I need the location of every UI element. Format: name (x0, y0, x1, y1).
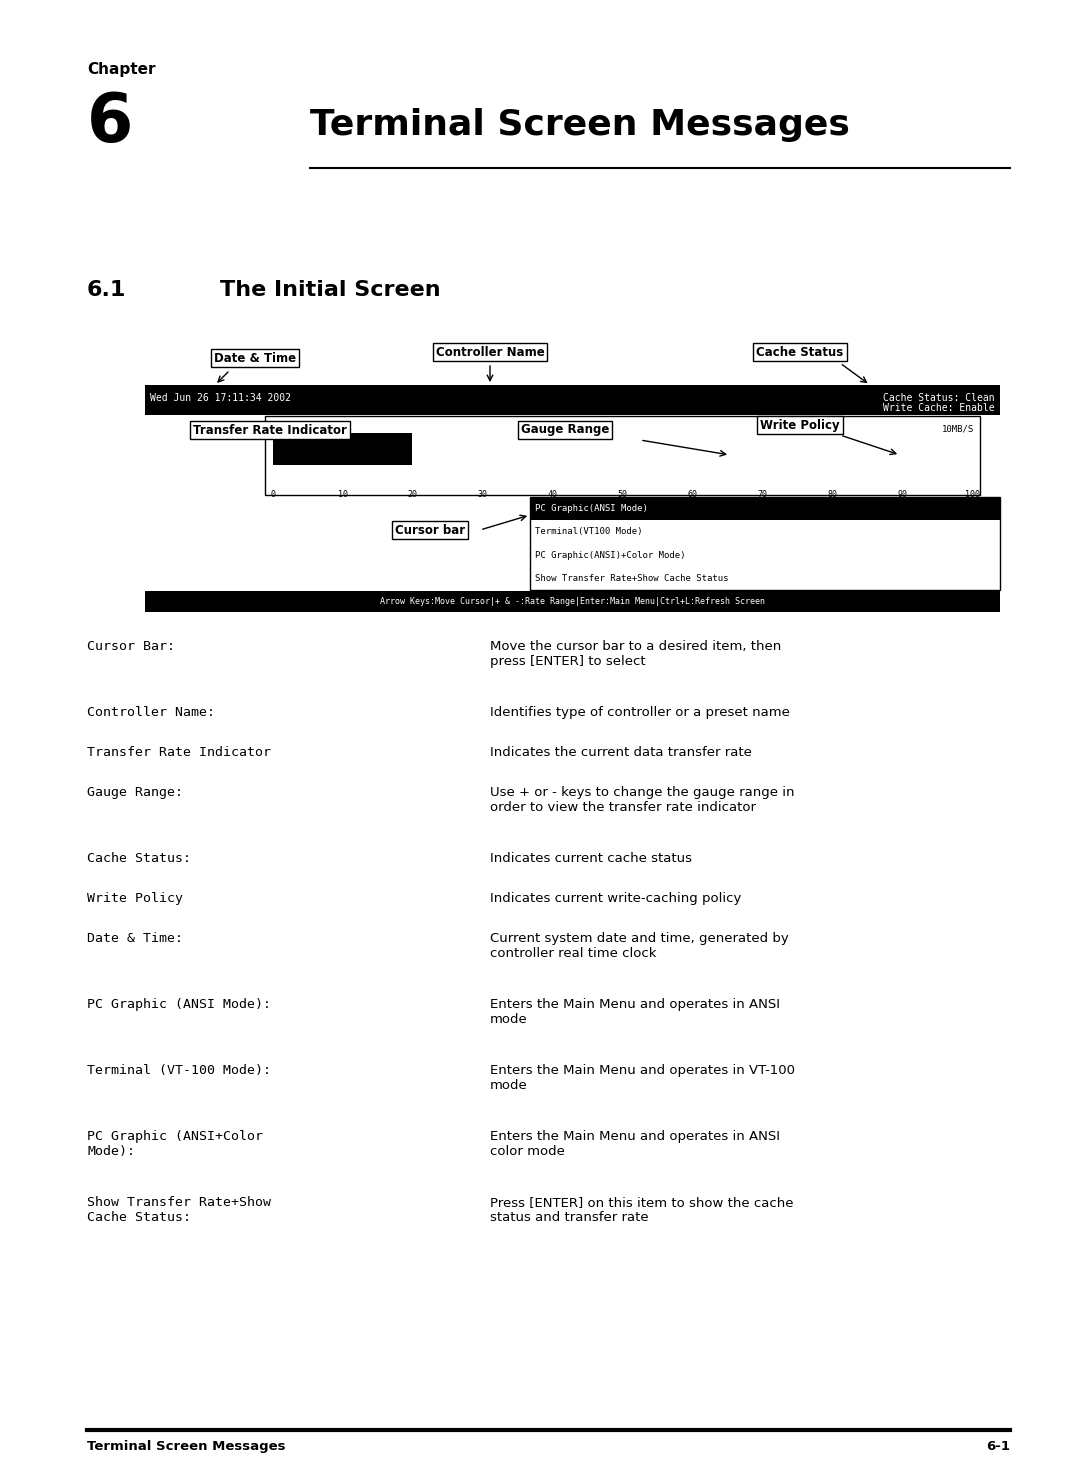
Text: 0: 0 (273, 425, 279, 434)
Text: 10MB/S: 10MB/S (942, 425, 974, 434)
Text: Current system date and time, generated by
controller real time clock: Current system date and time, generated … (490, 931, 788, 959)
Text: Write Cache: Enable: Write Cache: Enable (883, 403, 995, 413)
Text: Transfer Rate Indicator: Transfer Rate Indicator (193, 424, 347, 437)
Text: 20: 20 (408, 490, 418, 499)
Text: Gauge Range: Gauge Range (521, 424, 609, 437)
Text: Date & Time: Date & Time (214, 351, 296, 365)
Text: Write Policy: Write Policy (87, 892, 183, 905)
Text: 60: 60 (687, 490, 698, 499)
Text: Cursor Bar:: Cursor Bar: (87, 641, 175, 652)
Text: Enters the Main Menu and operates in ANSI
mode: Enters the Main Menu and operates in ANS… (490, 998, 780, 1026)
Text: 6: 6 (87, 90, 133, 156)
Text: PC Graphic (ANSI Mode):: PC Graphic (ANSI Mode): (87, 998, 271, 1011)
Bar (530, 497, 1000, 520)
Text: Wed Jun 26 17:11:34 2002: Wed Jun 26 17:11:34 2002 (150, 393, 291, 403)
Text: Indicates current cache status: Indicates current cache status (490, 852, 692, 865)
Text: Terminal(VT100 Mode): Terminal(VT100 Mode) (535, 527, 643, 536)
Text: Cache Status:: Cache Status: (87, 852, 191, 865)
Text: Move the cursor bar to a desired item, then
press [ENTER] to select: Move the cursor bar to a desired item, t… (490, 641, 781, 669)
Text: PC Graphic (ANSI+Color
Mode):: PC Graphic (ANSI+Color Mode): (87, 1131, 264, 1159)
Text: Enters the Main Menu and operates in ANSI
color mode: Enters the Main Menu and operates in ANS… (490, 1131, 780, 1159)
Text: 70: 70 (757, 490, 767, 499)
Text: 100: 100 (964, 490, 980, 499)
Text: 6.1: 6.1 (87, 280, 126, 300)
Bar (530, 497, 1000, 590)
Text: Indicates the current data transfer rate: Indicates the current data transfer rate (490, 745, 752, 759)
Text: PC Graphic(ANSI)+Color Mode): PC Graphic(ANSI)+Color Mode) (535, 551, 686, 559)
Text: 50: 50 (618, 490, 627, 499)
Text: Cache Status: Cache Status (756, 345, 843, 359)
Text: Chapter: Chapter (87, 62, 156, 77)
Text: Terminal (VT-100 Mode):: Terminal (VT-100 Mode): (87, 1064, 271, 1077)
Text: Date & Time:: Date & Time: (87, 931, 183, 945)
Text: 6-1: 6-1 (986, 1441, 1010, 1452)
Text: Terminal Screen Messages: Terminal Screen Messages (87, 1441, 285, 1452)
Text: Controller Name: Controller Name (435, 345, 544, 359)
Text: 0: 0 (270, 490, 275, 499)
Text: Arrow Keys:Move Cursor|+ & -:Rate Range|Enter:Main Menu|Ctrl+L:Refresh Screen: Arrow Keys:Move Cursor|+ & -:Rate Range|… (380, 596, 765, 607)
Bar (273, 432, 411, 465)
Text: The Initial Screen: The Initial Screen (220, 280, 441, 300)
Text: Press [ENTER] on this item to show the cache
status and transfer rate: Press [ENTER] on this item to show the c… (490, 1196, 794, 1224)
Text: Cursor bar: Cursor bar (395, 524, 465, 536)
Bar (265, 416, 980, 494)
Text: Controller Name:: Controller Name: (87, 706, 215, 719)
Bar (145, 590, 1000, 613)
Text: Gauge Range:: Gauge Range: (87, 787, 183, 799)
Text: Write Policy: Write Policy (760, 419, 840, 431)
Text: PC Graphic(ANSI Mode): PC Graphic(ANSI Mode) (535, 505, 648, 514)
Text: 30: 30 (477, 490, 488, 499)
Text: Identifies type of controller or a preset name: Identifies type of controller or a prese… (490, 706, 789, 719)
Text: 90: 90 (897, 490, 907, 499)
Text: Show Transfer Rate+Show
Cache Status:: Show Transfer Rate+Show Cache Status: (87, 1196, 271, 1224)
Text: 10: 10 (338, 490, 348, 499)
Text: 80: 80 (827, 490, 837, 499)
Text: Use + or - keys to change the gauge range in
order to view the transfer rate ind: Use + or - keys to change the gauge rang… (490, 787, 795, 813)
Text: Indicates current write-caching policy: Indicates current write-caching policy (490, 892, 741, 905)
Text: Enters the Main Menu and operates in VT-100
mode: Enters the Main Menu and operates in VT-… (490, 1064, 795, 1092)
Bar (145, 385, 1000, 415)
Text: Transfer Rate Indicator: Transfer Rate Indicator (87, 745, 271, 759)
Text: Terminal Screen Messages: Terminal Screen Messages (310, 108, 850, 142)
Text: 40: 40 (548, 490, 557, 499)
Text: Cache Status: Clean: Cache Status: Clean (883, 393, 995, 403)
Text: Show Transfer Rate+Show Cache Status: Show Transfer Rate+Show Cache Status (535, 574, 729, 583)
